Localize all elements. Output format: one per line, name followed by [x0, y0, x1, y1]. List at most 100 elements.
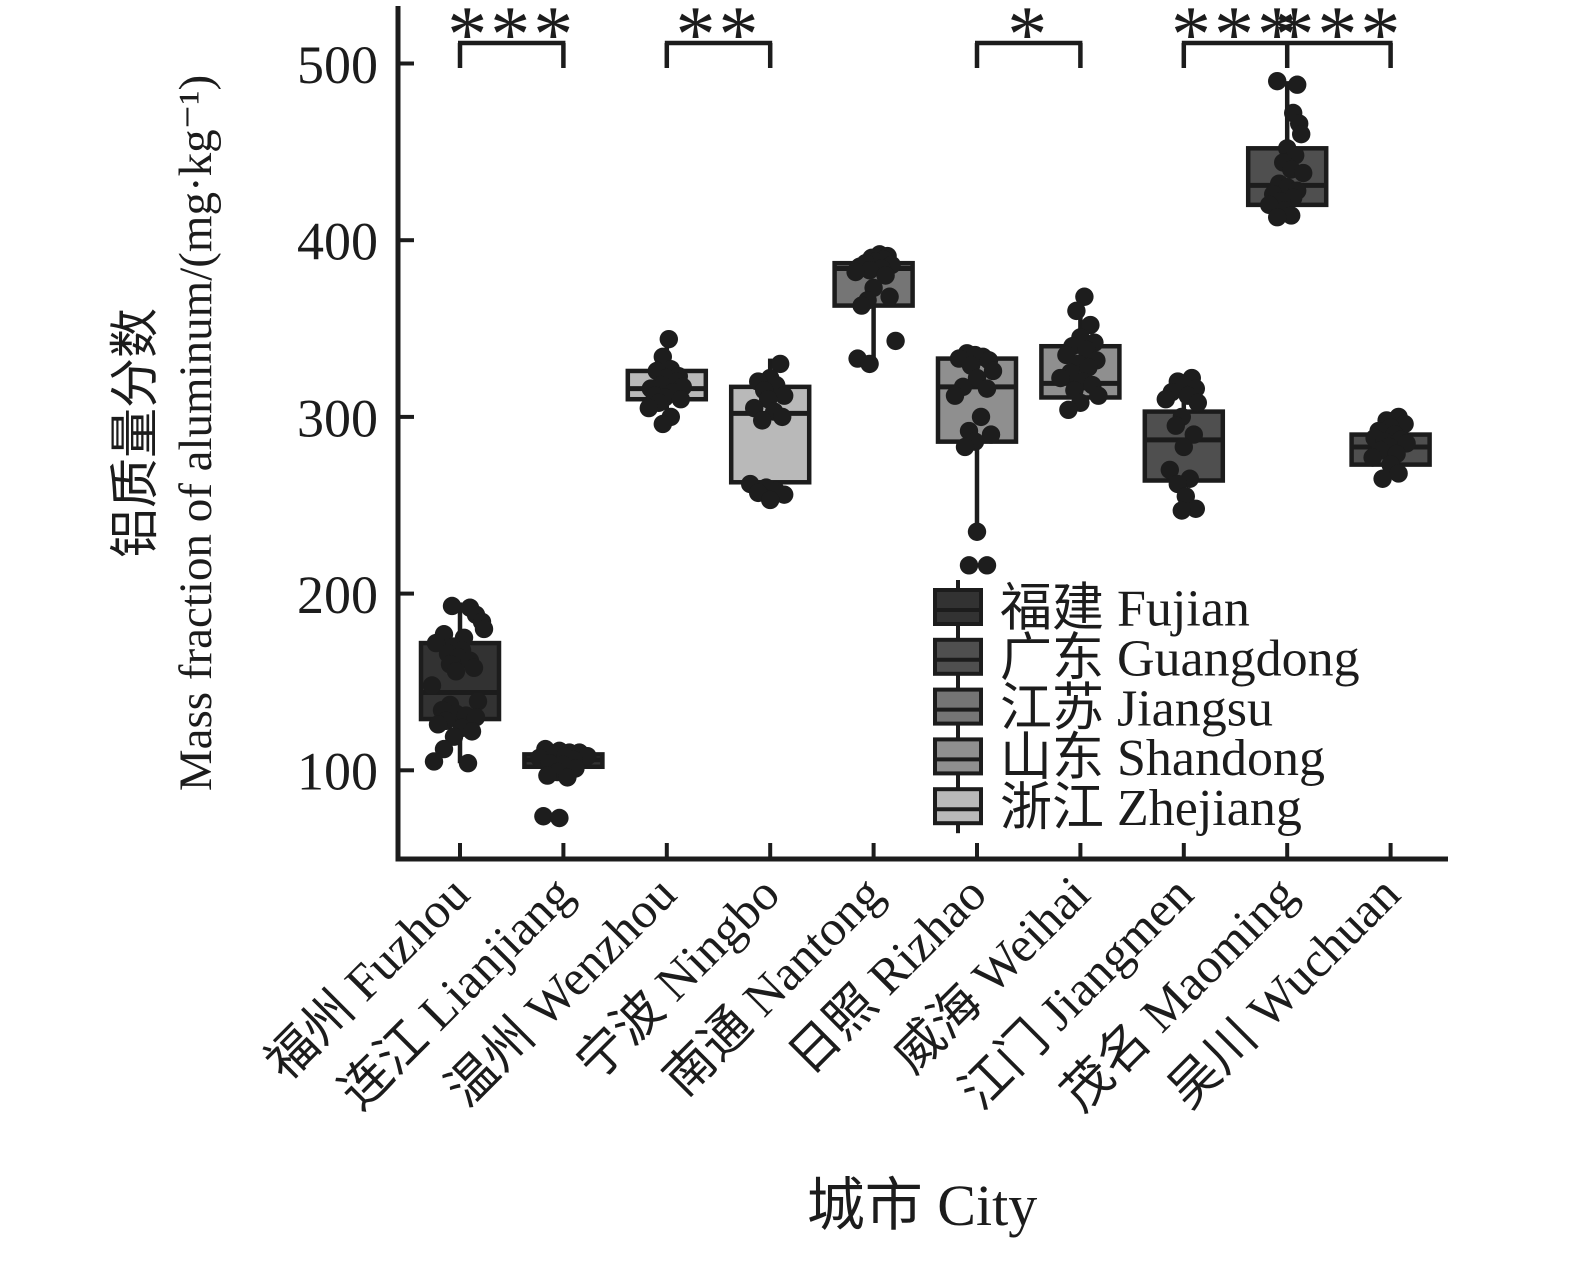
- data-point-nantong: [846, 262, 865, 282]
- data-point-ningbo: [771, 354, 790, 374]
- data-point-fuzhou: [444, 727, 464, 746]
- legend-item-fujian: 福建 Fujian: [933, 580, 1250, 638]
- data-point-weihai: [1059, 400, 1078, 420]
- data-point-wuchuan: [1373, 469, 1392, 488]
- legend-swatch-zhejiang: [933, 787, 983, 826]
- data-point-jiangmen: [1186, 499, 1206, 518]
- data-point-jiangmen: [1188, 393, 1208, 412]
- data-point-maoming: [1282, 206, 1301, 225]
- data-point-rizhao: [967, 522, 987, 541]
- data-point-fuzhou: [446, 662, 466, 681]
- legend-label-shandong: 山东 Shandong: [1000, 730, 1325, 787]
- data-point-fuzhou: [462, 722, 482, 741]
- data-point-fuzhou: [458, 754, 478, 773]
- data-point-weihai: [1067, 301, 1086, 321]
- data-point-rizhao: [959, 556, 979, 575]
- data-point-ningbo: [753, 411, 772, 430]
- data-point-weihai: [1075, 287, 1094, 306]
- data-point-maoming: [1288, 75, 1307, 94]
- legend-label-jiangsu: 江苏 Jiangsu: [1000, 680, 1273, 737]
- data-point-fuzhou: [474, 619, 494, 639]
- data-point-rizhao: [955, 437, 975, 457]
- y-axis-label-en: Mass fraction of aluminum/(mg·kg⁻¹): [170, 75, 222, 791]
- points-layer: [422, 71, 1416, 828]
- significance-stars: ***: [1171, 0, 1300, 79]
- legend-swatch-jiangsu: [933, 687, 983, 726]
- y-tick-label: 500: [297, 35, 378, 95]
- data-point-fuzhou: [422, 676, 442, 695]
- data-point-maoming: [1268, 208, 1287, 227]
- data-point-wenzhou: [671, 390, 690, 409]
- data-point-wuchuan: [1363, 448, 1382, 467]
- data-point-nantong: [886, 331, 905, 351]
- data-point-fuzhou: [464, 658, 484, 678]
- legend-item-guangdong: 广东 Guangdong: [933, 629, 1360, 688]
- data-point-lianjiang: [578, 746, 597, 766]
- data-point-fuzhou: [428, 715, 448, 734]
- data-point-lianjiang: [538, 766, 557, 785]
- data-point-wuchuan: [1389, 464, 1408, 483]
- legend-swatch-fujian: [933, 588, 983, 626]
- data-point-jiangmen: [1184, 425, 1204, 444]
- data-point-weihai: [1089, 386, 1108, 405]
- data-point-nantong: [860, 261, 879, 280]
- data-point-rizhao: [977, 379, 997, 398]
- legend-item-shandong: 山东 Shandong: [933, 729, 1325, 787]
- data-point-weihai: [1079, 358, 1098, 377]
- data-point-nantong: [852, 296, 871, 315]
- data-point-lianjiang: [558, 768, 577, 787]
- data-point-fuzhou: [468, 692, 488, 711]
- data-point-wenzhou: [653, 414, 672, 434]
- data-point-rizhao: [977, 556, 997, 575]
- legend-swatch-shandong: [933, 737, 983, 776]
- data-point-jiangmen: [1174, 437, 1194, 457]
- significance-layer: *** ** * ******: [447, 0, 1403, 79]
- y-tick-label: 100: [297, 742, 378, 802]
- legend-label-fujian: 福建 Fujian: [1000, 581, 1250, 638]
- data-point-rizhao: [981, 425, 1001, 444]
- y-tick-label: 200: [297, 565, 378, 625]
- data-point-jiangmen: [1172, 501, 1192, 520]
- legend-swatch-guangdong: [933, 637, 983, 676]
- x-axis-title: 城市 City: [807, 1173, 1037, 1238]
- data-point-maoming: [1268, 71, 1287, 91]
- legend-label-zhejiang: 浙江 Zhejiang: [1000, 780, 1302, 837]
- significance-stars: ***: [447, 0, 576, 79]
- data-point-weihai: [1081, 315, 1100, 335]
- data-point-fuzhou: [426, 633, 446, 653]
- data-point-fuzhou: [424, 752, 444, 771]
- significance-stars: **: [676, 0, 762, 79]
- data-point-fuzhou: [442, 596, 462, 616]
- data-point-lianjiang: [550, 808, 569, 828]
- legend-item-jiangsu: 江苏 Jiangsu: [933, 679, 1273, 737]
- data-point-rizhao: [971, 407, 991, 427]
- data-point-jiangmen: [1176, 487, 1196, 506]
- data-point-maoming: [1294, 163, 1313, 183]
- data-point-ningbo: [773, 407, 792, 427]
- data-point-fuzhou: [434, 739, 454, 759]
- data-point-rizhao: [945, 386, 965, 405]
- significance-stars: *: [1007, 0, 1050, 79]
- data-point-maoming: [1292, 124, 1311, 144]
- data-point-wenzhou: [639, 398, 658, 418]
- legend-item-zhejiang: 浙江 Zhejiang: [933, 779, 1302, 837]
- data-point-jiangmen: [1156, 390, 1176, 409]
- data-point-nantong: [860, 354, 879, 374]
- data-point-wenzhou: [659, 329, 678, 349]
- data-point-ningbo: [775, 485, 794, 504]
- data-point-nantong: [876, 266, 895, 285]
- data-point-jiangmen: [1160, 460, 1180, 480]
- data-point-weihai: [1051, 368, 1070, 388]
- significance-stars: ***: [1274, 0, 1403, 79]
- data-point-rizhao: [983, 361, 1003, 381]
- data-point-ningbo: [761, 490, 780, 510]
- y-axis-label-cn: 铝质量分数: [107, 308, 163, 558]
- y-tick-label: 300: [297, 388, 378, 448]
- legend-label-guangdong: 广东 Guangdong: [1000, 631, 1360, 688]
- data-point-lianjiang: [534, 807, 553, 826]
- data-point-ningbo: [775, 386, 794, 405]
- y-tick-label: 400: [297, 212, 378, 272]
